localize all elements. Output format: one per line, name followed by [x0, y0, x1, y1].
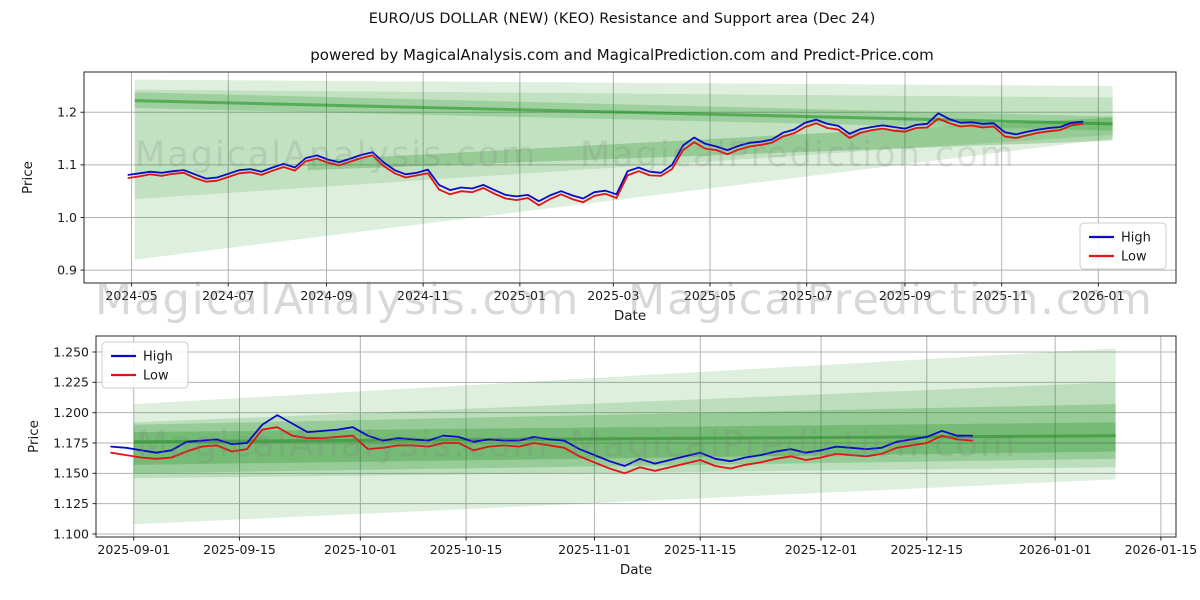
x-tick-label: 2025-12-15: [890, 542, 963, 557]
legend-label: High: [1121, 231, 1151, 246]
x-tick-label: 2025-05: [684, 288, 736, 303]
support-resistance-band: [133, 382, 1116, 479]
high-line: [110, 414, 973, 467]
figure-title: EURO/US DOLLAR (NEW) (KEO) Resistance an…: [368, 11, 876, 27]
support-resistance-band: [134, 79, 1113, 260]
x-tick-label: 2024-11: [397, 288, 449, 303]
y-tick-label: 1.225: [53, 375, 89, 390]
x-tick-label: 2025-12-01: [785, 542, 858, 557]
x-tick-label: 2025-10-01: [324, 542, 397, 557]
x-tick-label: 2025-03: [587, 288, 639, 303]
low-line: [127, 117, 1084, 207]
x-tick-label: 2025-07: [781, 288, 833, 303]
legend-box: [1079, 222, 1167, 270]
x-tick-label: 2026-01: [1072, 288, 1124, 303]
legend-box: [101, 341, 189, 389]
x-tick-label: 2025-11-15: [664, 542, 737, 557]
support-resistance-band: [307, 117, 1113, 171]
figure-subtitle: powered by MagicalAnalysis.com and Magic…: [310, 46, 934, 64]
y-axis-label: Price: [26, 420, 42, 453]
support-resistance-band: [134, 89, 1113, 200]
y-tick-label: 1.175: [53, 435, 89, 450]
subplot-recent-detail: 2025-09-01 2025-09-15 2025-10-01 2025-10-15…: [26, 335, 1198, 578]
x-tick-label: 2024-09: [300, 288, 352, 303]
legend-label: High: [143, 350, 173, 365]
legend-label: Low: [143, 369, 169, 384]
y-tick-label: 1.100: [53, 526, 89, 541]
y-tick-label: 1.2: [57, 105, 77, 120]
x-tick-label: 2025-09: [879, 288, 931, 303]
y-axis-label: Price: [20, 161, 36, 194]
x-tick-label: 2026-01-01: [1019, 542, 1092, 557]
subplot-full-history: 2024-05 2024-07 2024-09 2024-11 2025-01 2025-…: [20, 71, 1177, 324]
y-tick-label: 0.9: [57, 262, 77, 277]
y-tick-label: 1.250: [53, 344, 89, 359]
x-tick-label: 2025-11: [976, 288, 1028, 303]
legend: High Low: [1079, 222, 1167, 270]
high-line: [127, 112, 1084, 203]
low-line: [110, 426, 973, 475]
plot-border: [83, 71, 1177, 284]
y-tick-label: 1.125: [53, 496, 89, 511]
x-tick-label: 2025-09-15: [203, 542, 276, 557]
support-resistance-band: [133, 422, 1116, 465]
support-resistance-band: [134, 92, 1113, 131]
plot-border: [95, 335, 1177, 538]
x-tick-label: 2024-05: [105, 288, 157, 303]
support-resistance-band: [133, 348, 1116, 525]
y-tick-label: 1.0: [57, 210, 77, 225]
band-center-line: [133, 434, 1116, 444]
x-tick-label: 2026-01-15: [1125, 542, 1198, 557]
x-axis-label: Date: [620, 562, 652, 578]
x-tick-label: 2025-01: [494, 288, 546, 303]
y-tick-label: 1.200: [53, 405, 89, 420]
y-tick-label: 1.150: [53, 466, 89, 481]
x-tick-label: 2025-09-01: [97, 542, 170, 557]
x-tick-label: 2025-11-01: [558, 542, 631, 557]
legend-label: Low: [1121, 250, 1147, 265]
y-tick-label: 1.1: [57, 157, 77, 172]
x-axis-label: Date: [614, 308, 646, 324]
legend: High Low: [101, 341, 189, 389]
x-tick-label: 2025-10-15: [430, 542, 503, 557]
x-tick-label: 2024-07: [202, 288, 254, 303]
